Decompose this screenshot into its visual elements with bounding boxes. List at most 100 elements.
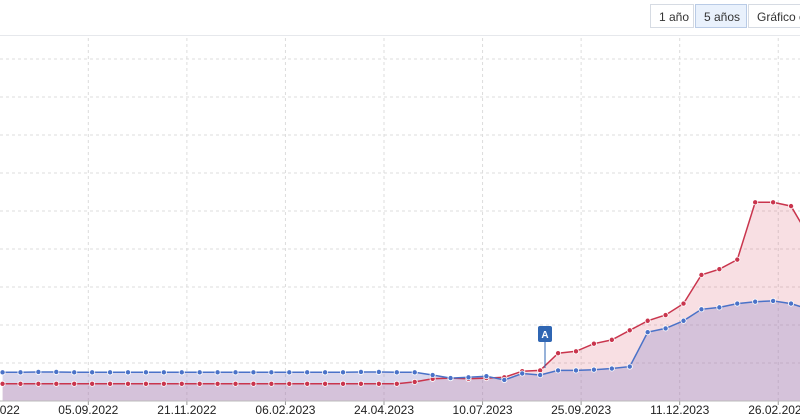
- point: [393, 369, 400, 376]
- x-tick-label: 21.11.2022: [157, 403, 216, 417]
- point: [286, 380, 293, 387]
- point: [644, 329, 651, 336]
- point: [644, 317, 651, 324]
- annotation-flag: [538, 326, 552, 342]
- x-tick-label: 10.07.2023: [453, 403, 513, 417]
- point: [107, 380, 114, 387]
- point: [340, 380, 347, 387]
- point: [698, 306, 705, 313]
- point: [608, 336, 615, 343]
- point: [268, 380, 275, 387]
- point: [770, 199, 777, 206]
- area-fill: [2, 300, 800, 401]
- point: [142, 380, 149, 387]
- point: [465, 374, 472, 381]
- point: [89, 369, 96, 376]
- point: [752, 199, 759, 206]
- point: [573, 367, 580, 374]
- point: [196, 369, 203, 376]
- point: [340, 369, 347, 376]
- point: [680, 317, 687, 324]
- point: [393, 380, 400, 387]
- point: [519, 370, 526, 377]
- point: [160, 380, 167, 387]
- point: [35, 380, 42, 387]
- x-tick-label: 25.09.2023: [551, 403, 611, 417]
- point: [357, 368, 364, 375]
- point: [0, 380, 6, 387]
- point: [17, 380, 24, 387]
- point: [71, 380, 78, 387]
- point: [716, 266, 723, 273]
- header-divider: [0, 35, 800, 36]
- point: [160, 369, 167, 376]
- point: [626, 363, 633, 370]
- point: [734, 256, 741, 263]
- area-fill: [2, 202, 800, 401]
- point: [107, 369, 114, 376]
- x-tick-label: 26.02.2024: [748, 403, 800, 417]
- point: [411, 378, 418, 385]
- point: [286, 369, 293, 376]
- x-tick-label: 05.09.2022: [58, 403, 118, 417]
- point: [322, 380, 329, 387]
- point: [608, 365, 615, 372]
- point: [716, 304, 723, 311]
- point: [662, 325, 669, 332]
- point: [573, 348, 580, 355]
- point: [375, 380, 382, 387]
- point: [375, 368, 382, 375]
- point: [196, 380, 203, 387]
- point: [752, 298, 759, 305]
- point: [788, 300, 795, 307]
- point: [53, 380, 60, 387]
- point: [250, 369, 257, 376]
- point: [537, 372, 544, 379]
- annotation-label: A: [541, 330, 548, 341]
- point: [232, 380, 239, 387]
- point: [125, 369, 132, 376]
- point: [35, 368, 42, 375]
- point: [304, 369, 311, 376]
- x-tick-label: 06.02.2023: [255, 403, 315, 417]
- point: [680, 300, 687, 307]
- point: [698, 271, 705, 278]
- point: [89, 380, 96, 387]
- point: [178, 380, 185, 387]
- point: [125, 380, 132, 387]
- point: [322, 369, 329, 376]
- point: [17, 369, 24, 376]
- point: [590, 340, 597, 347]
- x-tick-label: 24.04.2023: [354, 403, 414, 417]
- point: [501, 376, 508, 383]
- point: [250, 380, 257, 387]
- range-button[interactable]: 5 años: [695, 4, 747, 28]
- point: [214, 369, 221, 376]
- point: [268, 369, 275, 376]
- point: [447, 375, 454, 382]
- series-line: [2, 201, 800, 385]
- point: [214, 380, 221, 387]
- point: [53, 368, 60, 375]
- point: [411, 369, 418, 376]
- point: [232, 369, 239, 376]
- series-line: [2, 300, 800, 381]
- point: [555, 350, 562, 357]
- point: [178, 369, 185, 376]
- point: [0, 369, 6, 376]
- point: [734, 300, 741, 307]
- point: [662, 312, 669, 319]
- point: [555, 367, 562, 374]
- point: [142, 369, 149, 376]
- point: [71, 369, 78, 376]
- point: [304, 380, 311, 387]
- range-button[interactable]: 1 año: [650, 4, 694, 28]
- point: [429, 372, 436, 379]
- point: [770, 297, 777, 304]
- point: [357, 380, 364, 387]
- point: [626, 327, 633, 334]
- chart-type-button[interactable]: Gráfico c: [748, 4, 800, 28]
- point: [483, 373, 490, 380]
